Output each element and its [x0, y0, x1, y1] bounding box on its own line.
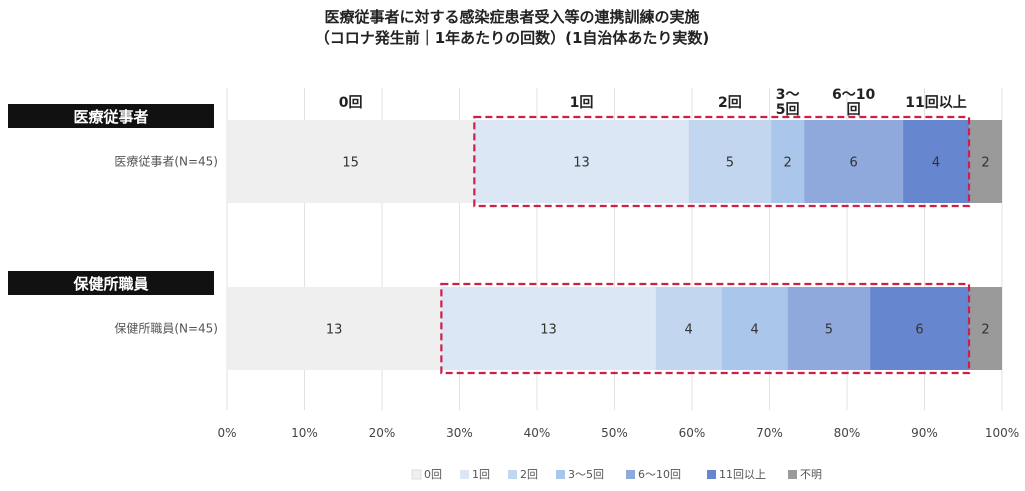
- connector-line: [722, 203, 771, 287]
- legend-swatch: [707, 470, 716, 479]
- x-tick-label: 60%: [679, 426, 706, 440]
- bar-segment: [721, 287, 788, 370]
- series-header-label: 3～: [776, 87, 800, 103]
- data-label: 2: [981, 323, 989, 338]
- legend-swatch: [411, 469, 422, 480]
- legend-swatch: [556, 470, 565, 479]
- x-tick-label: 20%: [369, 426, 396, 440]
- category-label: 医療従事者(N=45): [114, 155, 218, 169]
- data-label: 6: [849, 156, 857, 171]
- x-tick-label: 0%: [217, 426, 236, 440]
- bar-segment: [870, 287, 970, 370]
- series-header-label: 6～10: [832, 87, 875, 103]
- bar-segment: [227, 120, 475, 203]
- connector-line: [441, 203, 474, 287]
- x-tick-label: 30%: [446, 426, 473, 440]
- x-tick-label: 90%: [911, 426, 938, 440]
- chart-title-line: （コロナ発生前｜1年あたりの回数）(1自治体あたり実数): [315, 29, 710, 47]
- data-label: 13: [540, 323, 557, 338]
- x-tick-label: 40%: [524, 426, 551, 440]
- connector-line: [870, 203, 903, 287]
- bar-segment: [903, 120, 970, 203]
- data-label: 4: [685, 323, 693, 338]
- x-tick-label: 10%: [291, 426, 318, 440]
- legend-swatch: [626, 470, 635, 479]
- series-header-label: 11回以上: [905, 95, 966, 111]
- data-label: 15: [342, 156, 359, 171]
- bar-segment: [804, 120, 904, 203]
- legend-label: 2回: [520, 468, 538, 481]
- x-tick-label: 50%: [601, 426, 628, 440]
- bar-segment: [771, 120, 805, 203]
- data-label: 6: [915, 323, 923, 338]
- series-header-label: 5回: [776, 102, 800, 118]
- x-tick-label: 80%: [834, 426, 861, 440]
- bar-segment: [969, 287, 1002, 370]
- legend-label: 1回: [472, 468, 490, 481]
- bar-segment: [787, 287, 871, 370]
- series-header-label: 0回: [339, 95, 363, 111]
- data-label: 2: [783, 156, 791, 171]
- group-header-box: [8, 271, 214, 295]
- data-label: 5: [825, 323, 833, 338]
- x-tick-label: 70%: [756, 426, 783, 440]
- highlight-box: [440, 282, 971, 375]
- data-label: 4: [751, 323, 759, 338]
- bar-segment: [474, 120, 689, 203]
- legend-swatch: [788, 470, 797, 479]
- bar-segment: [655, 287, 722, 370]
- series-header-label: 1回: [570, 95, 594, 111]
- bar-segment: [441, 287, 656, 370]
- legend-label: 3～5回: [568, 468, 604, 481]
- legend-label: 6～10回: [638, 468, 681, 481]
- legend-swatch: [508, 470, 517, 479]
- group-header-box: [8, 104, 214, 128]
- bar-segment: [969, 120, 1002, 203]
- legend-label: 不明: [800, 468, 822, 481]
- data-label: 13: [573, 156, 590, 171]
- data-label: 2: [981, 156, 989, 171]
- bar-segment: [688, 120, 772, 203]
- category-label: 保健所職員(N=45): [114, 322, 218, 336]
- highlight-box: [473, 115, 971, 208]
- x-tick-label: 100%: [985, 426, 1019, 440]
- series-header-label: 回: [847, 102, 861, 118]
- legend-label: 0回: [424, 468, 442, 481]
- legend-label: 11回以上: [719, 468, 766, 481]
- chart-title-line: 医療従事者に対する感染症患者受入等の連携訓練の実施: [324, 8, 699, 26]
- group-header: 医療従事者: [73, 108, 148, 126]
- data-label: 13: [326, 323, 343, 338]
- connector-line: [656, 203, 689, 287]
- group-header: 保健所職員: [72, 275, 148, 293]
- legend-swatch: [460, 470, 469, 479]
- series-header-label: 2回: [718, 95, 742, 111]
- connector-line: [788, 203, 804, 287]
- data-label: 5: [726, 156, 734, 171]
- bar-segment: [227, 287, 442, 370]
- data-label: 4: [932, 156, 940, 171]
